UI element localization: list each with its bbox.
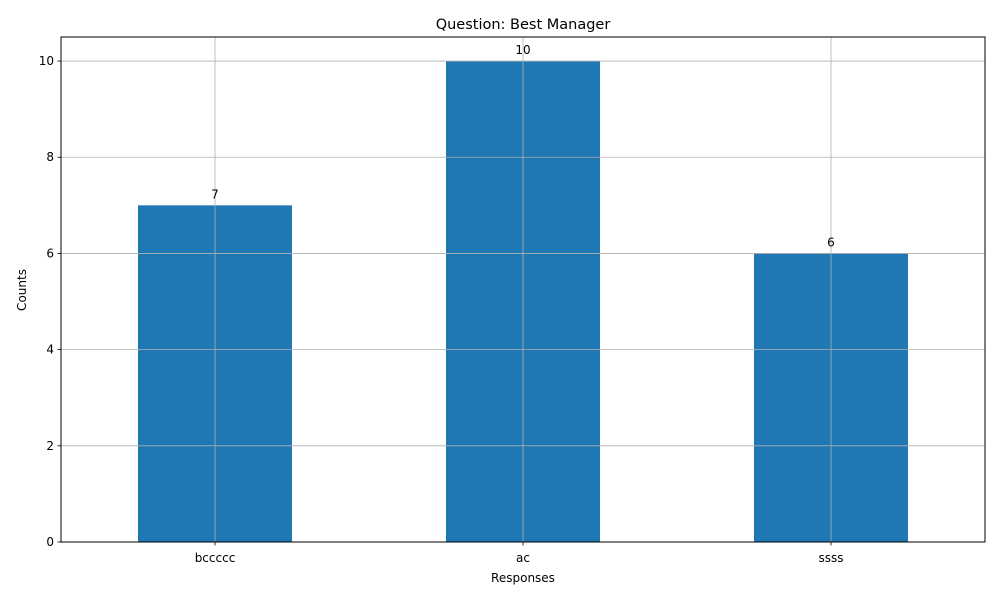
y-tick-label: 8 [46, 150, 54, 164]
ticks: 0 2 4 6 8 10 bccccc ac ssss [39, 54, 844, 565]
data-labels: 7 10 6 [211, 43, 835, 249]
bar-value-label: 10 [515, 43, 530, 57]
x-tick-label: ac [516, 551, 530, 565]
x-axis-label: Responses [491, 571, 555, 585]
y-tick-label: 2 [46, 439, 54, 453]
y-tick-label: 6 [46, 246, 54, 260]
x-tick-label: bccccc [195, 551, 236, 565]
bar-value-label: 7 [211, 187, 219, 201]
y-tick-label: 10 [39, 54, 54, 68]
y-tick-label: 0 [46, 535, 54, 549]
y-tick-label: 4 [46, 343, 54, 357]
bar-value-label: 6 [827, 235, 835, 249]
y-axis-label: Counts [15, 269, 29, 311]
chart-title: Question: Best Manager [436, 17, 611, 33]
x-tick-label: ssss [818, 551, 843, 565]
